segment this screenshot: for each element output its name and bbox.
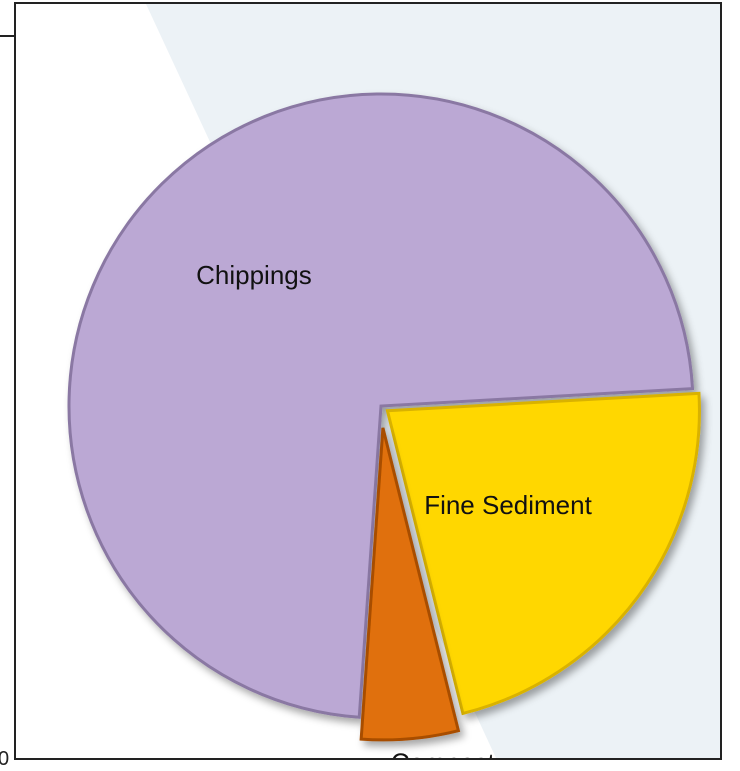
pie-labels: Chippings Fine Sediment Compost [196,260,592,758]
pie-label-chippings: Chippings [196,260,312,290]
pie-slice-fine-sediment [385,391,701,716]
pie-label-fine-sediment: Fine Sediment [424,490,592,520]
pie-slice-chippings [67,92,695,719]
top-divider-line [0,35,14,37]
pie-slices [67,92,701,742]
pie-label-compost: Compost [391,748,496,758]
left-edge-fragment-text: 0 [0,748,10,770]
pie-chart-panel: Chippings Fine Sediment Compost [14,2,722,760]
pie-slice-compost [359,427,461,742]
pie-chart: Chippings Fine Sediment Compost [67,4,720,758]
